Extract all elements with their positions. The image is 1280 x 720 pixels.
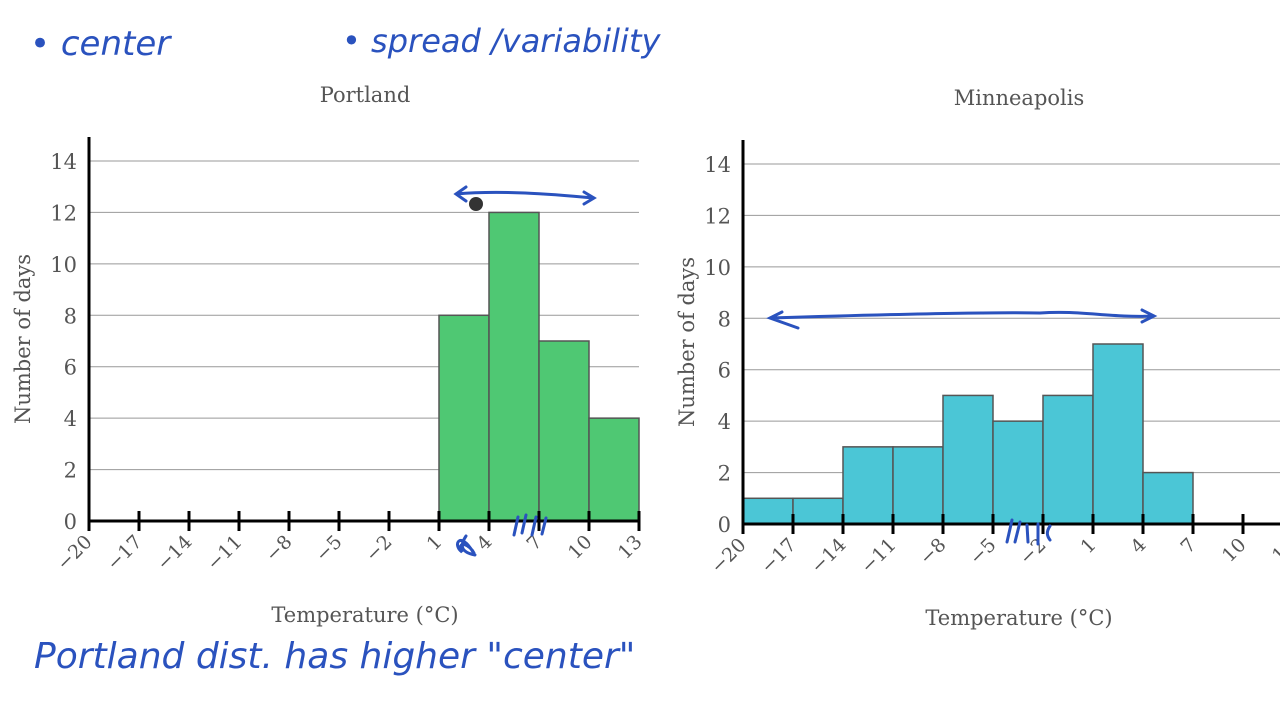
y-tick-label: 2 <box>718 462 731 486</box>
y-tick-label: 10 <box>704 256 731 280</box>
x-tick-label: 7 <box>1176 534 1200 558</box>
histogram-bar <box>488 211 540 522</box>
x-axis-label: Temperature (°C) <box>271 603 458 627</box>
histogram-bar <box>942 394 994 525</box>
x-tick-label: −8 <box>915 534 950 569</box>
histogram-bar <box>742 497 794 525</box>
y-tick-label: 6 <box>64 356 77 380</box>
y-tick-label: 0 <box>64 510 77 534</box>
x-axis-label: Temperature (°C) <box>925 606 1112 630</box>
x-tick-label: −5 <box>311 531 346 566</box>
histogram-bar <box>842 446 894 525</box>
y-tick-label: 4 <box>64 407 77 431</box>
x-tick-label: 13 <box>1268 534 1280 567</box>
x-tick-label: 4 <box>1126 534 1150 558</box>
portland-center-arrow <box>456 534 477 557</box>
y-tick-label: 10 <box>50 253 77 277</box>
histogram-bar <box>1042 394 1094 525</box>
x-tick-label: −14 <box>153 531 197 575</box>
y-tick-label: 12 <box>704 204 731 228</box>
spread-note: • spread /variability <box>342 22 661 60</box>
x-tick-label: 10 <box>564 531 597 564</box>
y-tick-label: 14 <box>704 153 731 177</box>
x-tick-label: 1 <box>422 531 446 555</box>
center-note: • center <box>30 24 172 64</box>
y-tick-label: 14 <box>50 150 77 174</box>
x-tick-label: −14 <box>807 534 851 578</box>
conclusion-note: Portland dist. has higher "center" <box>34 636 635 677</box>
histogram-bar <box>892 446 944 525</box>
x-tick-label: −11 <box>857 534 901 578</box>
chart-title: Portland <box>320 83 411 107</box>
y-tick-label: 0 <box>718 513 731 537</box>
y-tick-label: 2 <box>64 459 77 483</box>
x-tick-label: −17 <box>103 531 147 575</box>
portland-spread-arrow <box>453 185 597 206</box>
x-tick-label: −20 <box>53 531 97 575</box>
portland-tally-marks <box>512 513 548 537</box>
x-tick-label: −2 <box>361 531 396 566</box>
x-tick-label: −11 <box>203 531 247 575</box>
minneapolis-spread-arrow <box>766 308 1158 330</box>
x-tick-label: 1 <box>1076 534 1100 558</box>
y-tick-label: 8 <box>718 307 731 331</box>
y-tick-label: 6 <box>718 359 731 383</box>
histogram-bar <box>1142 471 1194 525</box>
y-tick-label: 8 <box>64 304 77 328</box>
x-tick-label: 4 <box>472 531 496 555</box>
histogram-bar <box>792 497 844 525</box>
histogram-bar <box>588 417 640 522</box>
histogram-bar <box>1092 343 1144 525</box>
x-tick-label: 10 <box>1218 534 1251 567</box>
x-tick-label: −5 <box>965 534 1000 569</box>
y-tick-label: 12 <box>50 201 77 225</box>
y-tick-label: 4 <box>718 410 731 434</box>
x-tick-label: −20 <box>707 534 751 578</box>
handwritten-annotations: • center • spread /variability Portland … <box>30 22 1158 677</box>
histogram-bar <box>438 314 490 522</box>
x-tick-label: −8 <box>261 531 296 566</box>
minneapolis-tally-marks <box>1005 518 1052 546</box>
y-axis-label: Number of days <box>675 257 699 427</box>
x-tick-label: −2 <box>1015 534 1050 569</box>
x-tick-label: 13 <box>614 531 647 564</box>
x-tick-label: −17 <box>757 534 801 578</box>
cursor-dot <box>469 197 483 211</box>
histogram-bar <box>538 340 590 522</box>
chart-title: Minneapolis <box>954 86 1085 110</box>
y-axis-label: Number of days <box>11 254 35 424</box>
histogram-bar <box>992 420 1044 525</box>
